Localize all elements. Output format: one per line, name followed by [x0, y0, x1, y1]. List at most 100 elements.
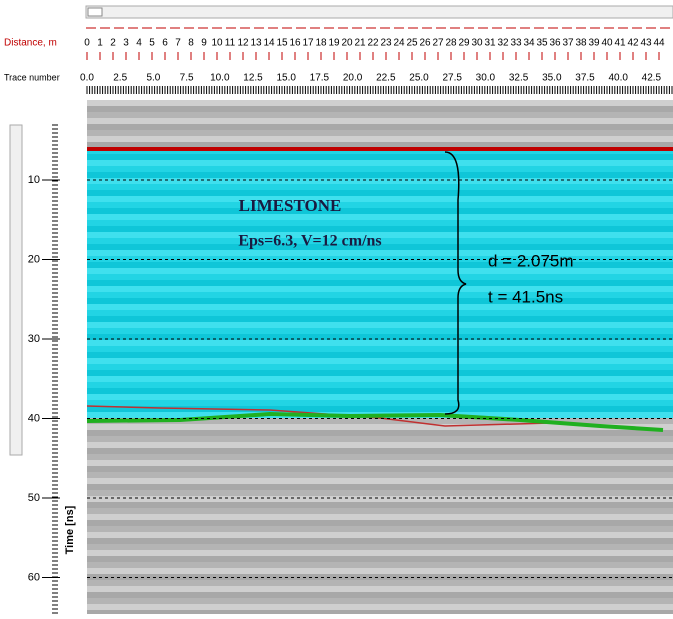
time-label: Time [ns]: [64, 505, 76, 554]
stripe: [87, 106, 673, 112]
time-tick-label: 30: [28, 333, 40, 345]
distance-tick-label: 26: [419, 38, 431, 49]
distance-tick-label: 25: [406, 38, 418, 49]
stripe: [87, 154, 673, 160]
distance-tick-label: 44: [653, 38, 665, 49]
trace-tick-label: 40.0: [608, 73, 628, 84]
distance-tick-label: 4: [136, 38, 142, 49]
stripe: [87, 100, 673, 106]
distance-tick-label: 21: [354, 38, 366, 49]
scroll-thumb[interactable]: [88, 8, 102, 16]
trace-tick-label: 20.0: [343, 73, 363, 84]
stripe: [87, 562, 673, 568]
distance-tick-label: 30: [471, 38, 483, 49]
stripe: [87, 442, 673, 448]
distance-tick-label: 11: [225, 38, 236, 49]
stripe: [87, 586, 673, 592]
stripe: [87, 472, 673, 478]
stripe: [87, 550, 673, 556]
stripe: [87, 286, 673, 292]
time-tick-label: 40: [28, 412, 40, 424]
stripe: [87, 538, 673, 544]
stripe: [87, 364, 673, 370]
distance-tick-label: 42: [627, 38, 639, 49]
distance-tick-label: 23: [380, 38, 392, 49]
stripe: [87, 478, 673, 484]
distance-tick-label: 36: [549, 38, 561, 49]
stripe: [87, 172, 673, 178]
stripe: [87, 388, 673, 394]
distance-tick-label: 35: [536, 38, 548, 49]
trace-tick-label: 22.5: [376, 73, 396, 84]
distance-label: Distance, m: [4, 38, 57, 49]
distance-tick-label: 3: [123, 38, 129, 49]
stripe: [87, 580, 673, 586]
left-scrollbar[interactable]: [10, 125, 22, 455]
stripe: [87, 604, 673, 610]
distance-tick-label: 2: [110, 38, 116, 49]
distance-tick-label: 16: [289, 38, 301, 49]
radargram-window: Distance, m Trace number Time [ns] LIMES…: [0, 0, 673, 614]
time-tick-label: 50: [28, 492, 40, 504]
stripe: [87, 322, 673, 328]
distance-tick-label: 33: [510, 38, 522, 49]
top-scrollbar: [86, 6, 673, 18]
stripe: [87, 160, 673, 166]
distance-tick-label: 28: [445, 38, 457, 49]
stripe: [87, 274, 673, 280]
stripe: [87, 196, 673, 202]
distance-tick-label: 40: [601, 38, 613, 49]
stripe: [87, 346, 673, 352]
stripe: [87, 532, 673, 538]
stripe: [87, 112, 673, 118]
stripe: [87, 460, 673, 466]
stripe: [87, 340, 673, 346]
distance-tick-label: 5: [149, 38, 155, 49]
stripe: [87, 394, 673, 400]
distance-tick-label: 12: [237, 38, 249, 49]
distance-tick-label: 10: [211, 38, 223, 49]
time-tick-label: 60: [28, 571, 40, 583]
stripe: [87, 166, 673, 172]
distance-tick-label: 22: [367, 38, 379, 49]
distance-tick-label: 15: [276, 38, 288, 49]
stripe: [87, 556, 673, 562]
stripe: [87, 496, 673, 502]
distance-tick-label: 20: [341, 38, 353, 49]
stripe: [87, 184, 673, 190]
trace-tick-label: 32.5: [509, 73, 529, 84]
stripe: [87, 484, 673, 490]
stripe: [87, 262, 673, 268]
stripe: [87, 376, 673, 382]
distance-tick-label: 43: [640, 38, 652, 49]
time-tick-label: 10: [28, 174, 40, 186]
distance-tick-label: 31: [484, 38, 496, 49]
distance-tick-label: 29: [458, 38, 470, 49]
stripe: [87, 568, 673, 574]
stripe: [87, 118, 673, 124]
distance-tick-label: 17: [302, 38, 314, 49]
stripe: [87, 382, 673, 388]
stripe: [87, 610, 673, 614]
stripe: [87, 304, 673, 310]
distance-tick-label: 6: [162, 38, 168, 49]
stripe: [87, 202, 673, 208]
stripe: [87, 358, 673, 364]
stripe: [87, 178, 673, 184]
trace-tick-label: 17.5: [310, 73, 330, 84]
stripe: [87, 214, 673, 220]
stripe: [87, 208, 673, 214]
trace-tick-label: 0.0: [80, 73, 94, 84]
plot-area: [87, 100, 673, 614]
page: Distance, m Trace number Time [ns] LIMES…: [0, 0, 673, 619]
stripe: [87, 502, 673, 508]
stripe: [87, 490, 673, 496]
trace-tick-label: 42.5: [642, 73, 662, 84]
distance-tick-label: 18: [315, 38, 327, 49]
stripe: [87, 124, 673, 130]
distance-tick-label: 14: [263, 38, 275, 49]
stripe: [87, 448, 673, 454]
distance-tick-label: 1: [97, 38, 103, 49]
trace-label: Trace number: [4, 72, 60, 82]
layer-name: LIMESTONE: [239, 196, 342, 215]
